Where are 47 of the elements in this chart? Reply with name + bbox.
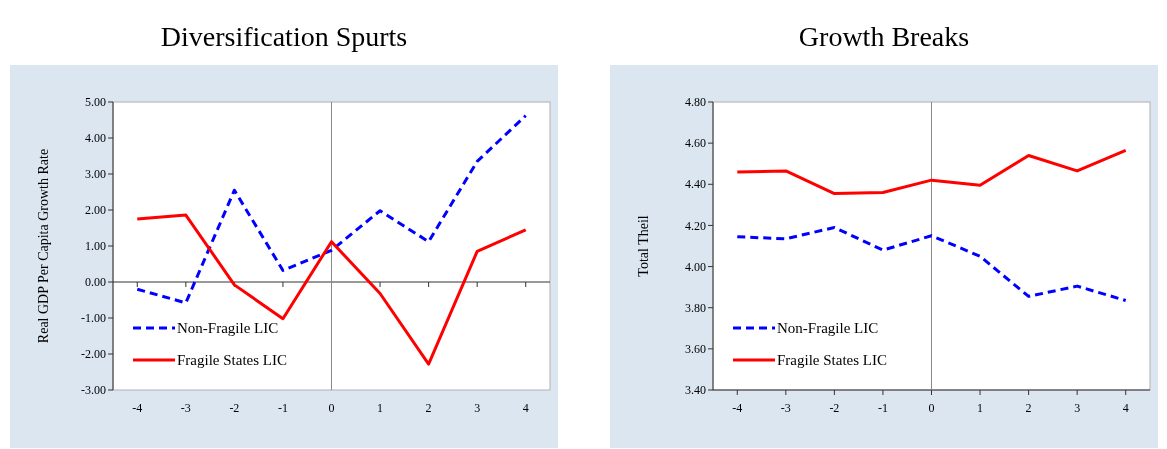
x-tick-label: -2 [829, 401, 840, 415]
legend-label: Fragile States LIC [177, 352, 287, 369]
legend-label: Fragile States LIC [777, 352, 887, 369]
x-tick-label: 2 [1025, 401, 1032, 415]
x-tick-label: 0 [328, 401, 335, 415]
y-tick-label: 4.40 [685, 177, 706, 192]
y-tick-label: -2.00 [81, 347, 106, 362]
y-tick-label: 2.00 [85, 203, 106, 218]
x-tick-label: -2 [229, 401, 240, 415]
x-tick-label: 4 [522, 401, 529, 415]
y-tick-label: 4.00 [85, 131, 106, 146]
y-tick-label: -3.00 [81, 383, 106, 398]
line-series [135, 213, 528, 366]
y-tick-label: 3.80 [685, 300, 706, 315]
x-tick-label: 3 [1074, 401, 1081, 415]
y-tick-label: 4.60 [685, 136, 706, 151]
line-series [735, 225, 1128, 303]
x-tick-label: -1 [877, 401, 888, 415]
legend-label: Non-Fragile LIC [177, 320, 279, 337]
line-series [735, 148, 1128, 196]
x-tick-label: -1 [277, 401, 288, 415]
y-tick-label: -1.00 [81, 311, 106, 326]
y-tick-label: 4.80 [685, 95, 706, 110]
x-tick-label: -4 [732, 401, 743, 415]
x-tick-label: -3 [180, 401, 191, 415]
line-series [135, 114, 528, 305]
x-tick-label: 4 [1122, 401, 1129, 415]
x-tick-label: 2 [425, 401, 432, 415]
y-tick-label: 1.00 [85, 239, 106, 254]
y-axis-title: Total Theil [636, 215, 651, 277]
x-tick-label: 1 [377, 401, 384, 415]
y-tick-label: 3.00 [85, 167, 106, 182]
y-tick-label: 3.60 [685, 342, 706, 357]
x-tick-label: -4 [132, 401, 143, 415]
y-tick-label: 5.00 [85, 95, 106, 110]
y-tick-label: 4.20 [685, 218, 706, 233]
x-tick-label: 0 [928, 401, 935, 415]
y-tick-label: 0.00 [85, 275, 106, 290]
x-tick-label: -3 [780, 401, 791, 415]
x-tick-label: 1 [977, 401, 984, 415]
legend-label: Non-Fragile LIC [777, 320, 879, 337]
x-tick-label: 3 [474, 401, 481, 415]
y-tick-label: 3.40 [685, 383, 706, 398]
y-tick-label: 4.00 [685, 259, 706, 274]
chart-title: Diversification Spurts [160, 21, 408, 52]
y-axis-title: Real GDP Per Capita Growth Rate [36, 148, 51, 344]
chart-title: Growth Breaks [798, 21, 970, 52]
